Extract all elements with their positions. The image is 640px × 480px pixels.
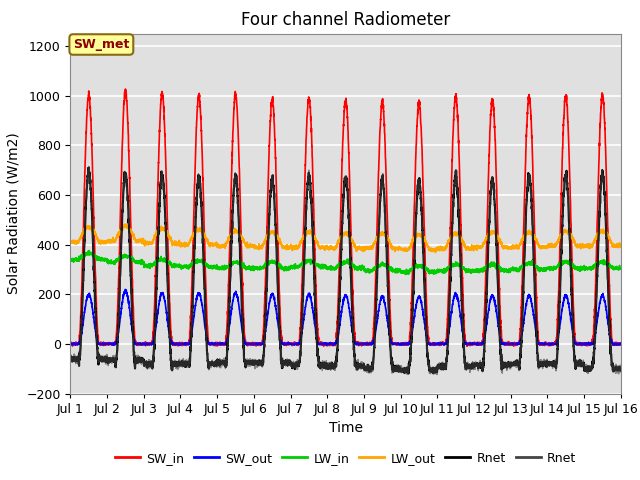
SW_in — [438, 340, 446, 346]
Rnet — [500, 361, 508, 367]
SW_out — [616, 342, 624, 348]
Rnet — [469, 362, 477, 368]
SW_in — [617, 341, 625, 347]
LW_out — [431, 250, 439, 255]
SW_out — [67, 342, 74, 348]
Rnet — [500, 363, 508, 369]
SW_in — [463, 343, 471, 349]
LW_out — [122, 221, 130, 227]
SW_out — [500, 341, 508, 347]
LW_in — [500, 268, 508, 274]
SW_out — [617, 341, 625, 347]
LW_in — [325, 265, 333, 271]
LW_in — [166, 260, 173, 266]
Line: SW_out: SW_out — [70, 289, 621, 345]
Rnet — [404, 371, 412, 376]
Rnet — [325, 366, 333, 372]
Line: Rnet: Rnet — [70, 167, 621, 374]
Rnet — [616, 368, 624, 374]
LW_out — [439, 246, 447, 252]
Rnet — [325, 366, 333, 372]
LW_out — [617, 243, 625, 249]
SW_out — [122, 287, 129, 292]
LW_in — [67, 255, 74, 261]
SW_in — [67, 340, 74, 346]
Rnet — [67, 357, 74, 363]
Rnet — [617, 365, 625, 371]
Rnet — [439, 362, 447, 368]
Rnet — [166, 330, 173, 336]
Rnet — [433, 372, 441, 377]
Line: LW_out: LW_out — [70, 224, 621, 252]
Line: SW_in: SW_in — [70, 89, 621, 346]
LW_out — [67, 240, 74, 246]
SW_in — [500, 341, 508, 347]
SW_in — [122, 86, 129, 92]
X-axis label: Time: Time — [328, 421, 363, 435]
LW_out — [325, 246, 333, 252]
LW_in — [439, 268, 447, 274]
Rnet — [469, 362, 477, 368]
Rnet — [616, 365, 624, 371]
LW_in — [402, 272, 410, 277]
LW_in — [85, 248, 93, 253]
LW_out — [500, 244, 508, 250]
SW_out — [439, 341, 447, 347]
Legend: SW_in, SW_out, LW_in, LW_out, Rnet, Rnet: SW_in, SW_out, LW_in, LW_out, Rnet, Rnet — [109, 447, 582, 469]
LW_in — [616, 266, 624, 272]
Title: Four channel Radiometer: Four channel Radiometer — [241, 11, 450, 29]
SW_out — [469, 340, 477, 346]
Text: SW_met: SW_met — [73, 38, 129, 51]
Rnet — [439, 362, 447, 368]
Rnet — [166, 329, 173, 335]
Line: Rnet: Rnet — [70, 168, 621, 373]
SW_out — [166, 330, 173, 336]
LW_out — [166, 233, 173, 239]
LW_out — [616, 242, 624, 248]
Rnet — [85, 164, 93, 169]
SW_in — [325, 342, 333, 348]
SW_in — [166, 293, 173, 299]
SW_in — [469, 341, 477, 347]
SW_out — [325, 340, 333, 346]
LW_in — [617, 266, 625, 272]
LW_out — [469, 246, 477, 252]
LW_in — [469, 267, 477, 273]
Rnet — [617, 365, 625, 371]
Line: LW_in: LW_in — [70, 251, 621, 275]
SW_out — [175, 342, 183, 348]
Y-axis label: Solar Radiation (W/m2): Solar Radiation (W/m2) — [7, 133, 20, 294]
Rnet — [85, 165, 93, 170]
SW_in — [616, 342, 624, 348]
Rnet — [67, 359, 74, 365]
